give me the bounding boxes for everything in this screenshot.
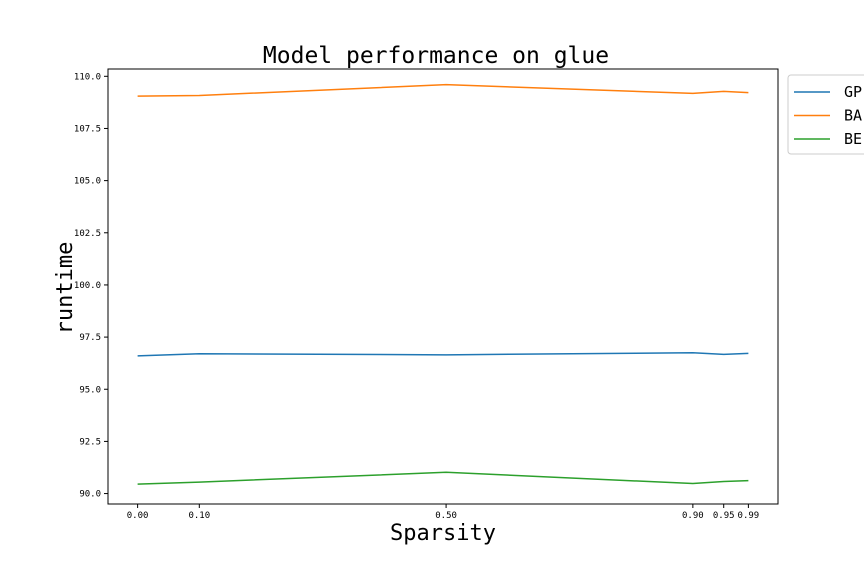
series-group	[137, 83, 749, 485]
legend-label-gpt: GP	[844, 83, 862, 101]
y-tick-label: 97.5	[79, 333, 101, 343]
x-tick-label: 0.50	[435, 511, 457, 521]
y-tick-label: 92.5	[79, 437, 101, 447]
y-tick-label: 100.0	[74, 281, 101, 291]
legend: GP BA BE	[787, 74, 864, 155]
x-axis: 0.00 0.10 0.50 0.90 0.95 0.99	[127, 504, 759, 521]
y-tick-label: 102.5	[74, 229, 101, 239]
x-axis-label: Sparsity	[390, 521, 496, 546]
plot-area: 90.0 92.5 95.0 97.5 100.0 102.5 105.0 107.5 110.…	[74, 68, 779, 521]
series-line-bart	[137, 83, 749, 97]
y-tick-label: 90.0	[79, 490, 101, 500]
chart-title: Model performance on glue	[263, 43, 609, 69]
legend-frame	[787, 74, 864, 155]
series-line-bert	[137, 471, 749, 485]
plot-frame	[107, 68, 779, 505]
x-tick-label: 0.99	[738, 511, 760, 521]
y-tick-label: 105.0	[74, 177, 101, 187]
x-tick-label: 0.00	[127, 511, 149, 521]
x-tick-label: 0.90	[682, 511, 704, 521]
y-tick-label: 110.0	[74, 72, 101, 82]
x-tick-label: 0.10	[188, 511, 210, 521]
y-tick-label: 107.5	[74, 124, 101, 134]
legend-label-bart: BA	[844, 107, 862, 125]
series-line-gpt	[137, 351, 749, 357]
y-tick-label: 95.0	[79, 385, 101, 395]
y-axis: 90.0 92.5 95.0 97.5 100.0 102.5 105.0 107.5 110.…	[74, 72, 108, 500]
legend-label-bert: BE	[844, 130, 862, 148]
x-tick-label: 0.95	[713, 511, 735, 521]
y-axis-label: runtime	[53, 242, 78, 335]
